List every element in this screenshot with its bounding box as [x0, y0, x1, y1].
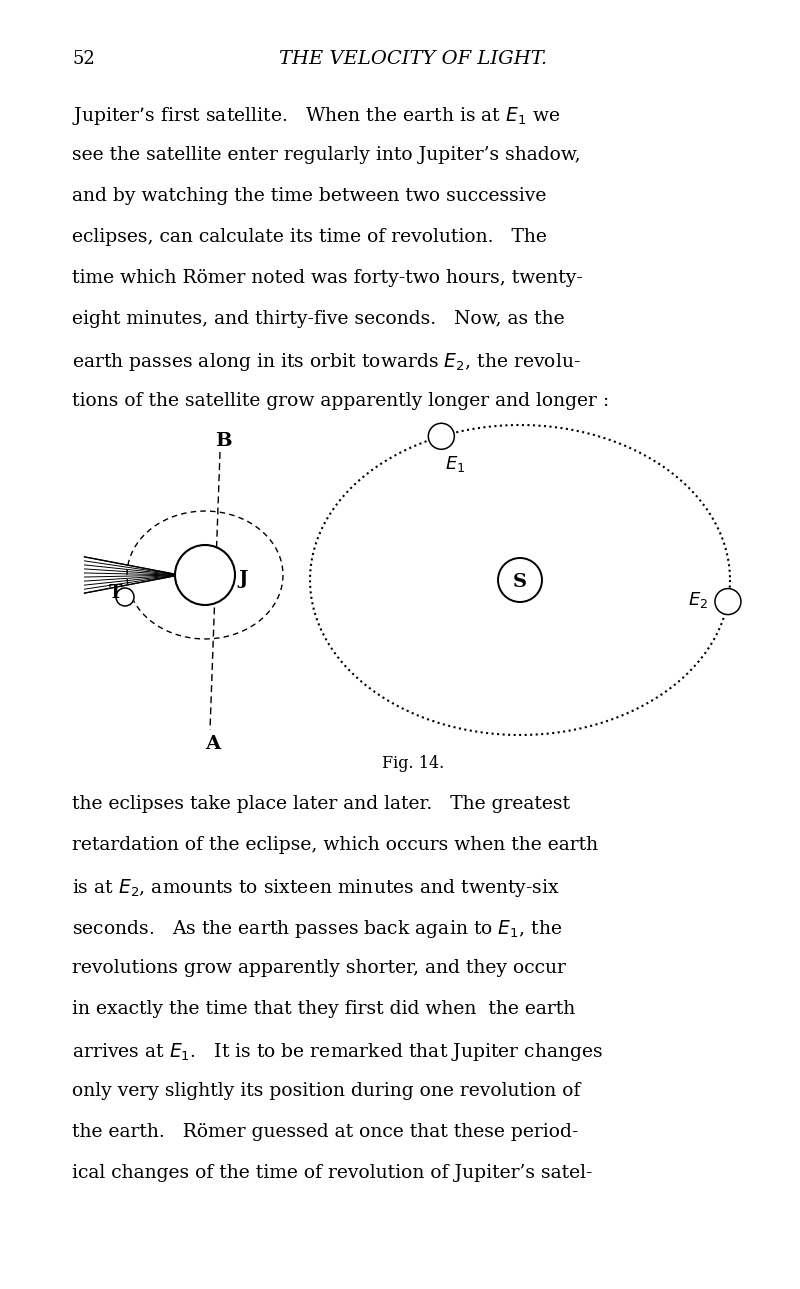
Text: the eclipses take place later and later.   The greatest: the eclipses take place later and later.… — [72, 795, 570, 813]
Text: J: J — [238, 570, 247, 588]
Text: only very slightly its position during one revolution of: only very slightly its position during o… — [72, 1081, 580, 1100]
Text: seconds.   As the earth passes back again to $E_1$, the: seconds. As the earth passes back again … — [72, 918, 562, 940]
Text: B: B — [214, 432, 231, 450]
Text: T: T — [109, 584, 122, 602]
Circle shape — [116, 588, 134, 606]
Text: Fig. 14.: Fig. 14. — [382, 755, 445, 772]
Text: tions of the satellite grow apparently longer and longer :: tions of the satellite grow apparently l… — [72, 392, 609, 410]
Circle shape — [175, 545, 235, 605]
Text: and by watching the time between two successive: and by watching the time between two suc… — [72, 187, 546, 205]
Text: THE VELOCITY OF LIGHT.: THE VELOCITY OF LIGHT. — [279, 50, 547, 68]
Text: revolutions grow apparently shorter, and they occur: revolutions grow apparently shorter, and… — [72, 959, 566, 977]
Text: A: A — [206, 735, 221, 753]
Text: 52: 52 — [72, 50, 94, 68]
Circle shape — [428, 423, 454, 450]
Text: $E_1$: $E_1$ — [446, 454, 466, 474]
Text: see the satellite enter regularly into Jupiter’s shadow,: see the satellite enter regularly into J… — [72, 146, 581, 164]
Text: $E_2$: $E_2$ — [688, 589, 708, 610]
Text: the earth.   Römer guessed at once that these period-: the earth. Römer guessed at once that th… — [72, 1123, 578, 1141]
Text: in exactly the time that they first did when  the earth: in exactly the time that they first did … — [72, 1000, 575, 1018]
Circle shape — [498, 558, 542, 602]
Text: retardation of the eclipse, which occurs when the earth: retardation of the eclipse, which occurs… — [72, 837, 598, 855]
Text: earth passes along in its orbit towards $E_2$, the revolu-: earth passes along in its orbit towards … — [72, 351, 581, 373]
Text: eight minutes, and thirty-five seconds.   Now, as the: eight minutes, and thirty-five seconds. … — [72, 309, 565, 327]
Circle shape — [715, 589, 741, 615]
Text: is at $E_2$, amounts to sixteen minutes and twenty-six: is at $E_2$, amounts to sixteen minutes … — [72, 877, 560, 898]
Text: time which Römer noted was forty-two hours, twenty-: time which Römer noted was forty-two hou… — [72, 269, 583, 287]
Text: Jupiter’s first satellite.   When the earth is at $E_1$ we: Jupiter’s first satellite. When the eart… — [72, 104, 560, 128]
Text: eclipses, can calculate its time of revolution.   The: eclipses, can calculate its time of revo… — [72, 228, 547, 246]
Text: arrives at $E_1$.   It is to be remarked that Jupiter changes: arrives at $E_1$. It is to be remarked t… — [72, 1042, 603, 1063]
Text: ical changes of the time of revolution of Jupiter’s satel-: ical changes of the time of revolution o… — [72, 1164, 593, 1182]
Text: S: S — [513, 574, 527, 590]
